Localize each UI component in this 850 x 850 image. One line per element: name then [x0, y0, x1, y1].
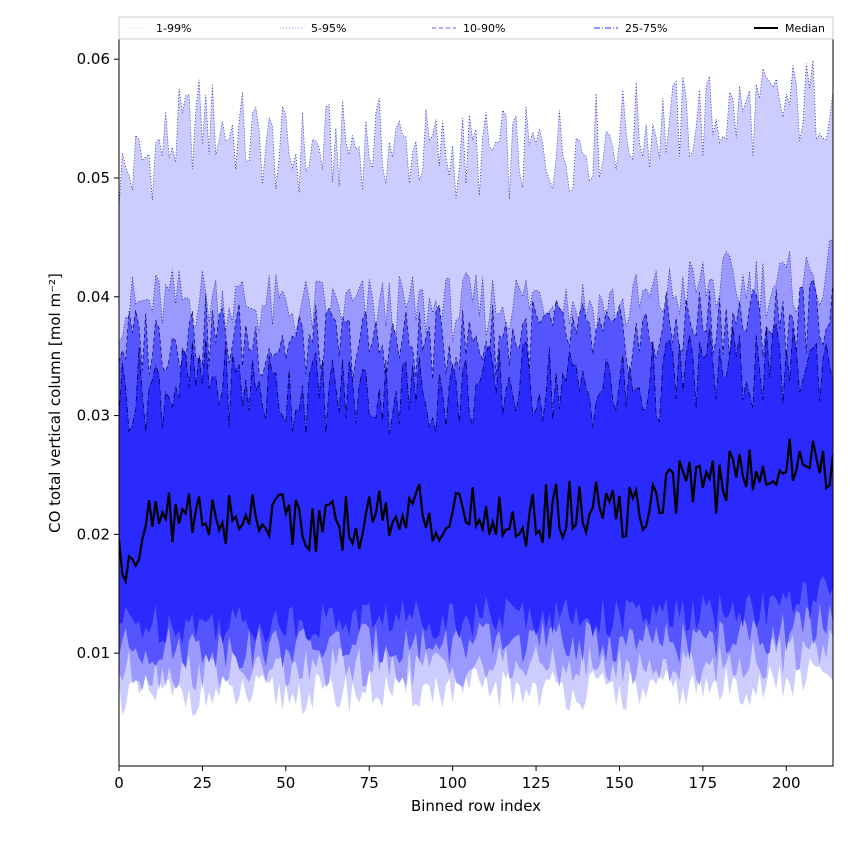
legend: 1-99% 5-95% 10-90% 25-75% Median	[118, 16, 834, 40]
legend-label: Median	[785, 22, 825, 35]
legend-box	[118, 16, 834, 40]
x-tick-label: 75	[360, 774, 379, 792]
x-tick-label: 0	[114, 774, 124, 792]
legend-label: 10-90%	[463, 22, 505, 35]
legend-label: 1-99%	[156, 22, 191, 35]
band-edge-5-95%	[119, 239, 833, 342]
y-axis-title: CO total vertical column [mol m⁻²]	[46, 273, 64, 533]
y-tick-label: 0.06	[77, 50, 110, 68]
plot-area	[118, 38, 834, 767]
x-tick-label: 200	[772, 774, 801, 792]
median-line	[119, 438, 833, 586]
legend-label: 5-95%	[311, 22, 346, 35]
x-tick-label: 100	[438, 774, 467, 792]
y-tick-label: 0.05	[77, 169, 110, 187]
y-tick-label: 0.04	[77, 288, 110, 306]
x-tick-label: 150	[605, 774, 634, 792]
x-tick-label: 125	[522, 774, 551, 792]
x-axis-ticks: 0 25 50 75 100 125 150 175 200	[114, 766, 801, 792]
legend-label: 25-75%	[625, 22, 667, 35]
band-25-75%	[119, 324, 833, 645]
bands-group	[119, 60, 833, 716]
x-tick-label: 50	[276, 774, 295, 792]
y-axis-ticks: 0.01 0.02 0.03 0.04 0.05 0.06	[77, 50, 119, 662]
x-axis-title: Binned row index	[411, 797, 541, 815]
y-tick-label: 0.02	[77, 525, 110, 543]
y-tick-label: 0.03	[77, 407, 110, 425]
x-tick-label: 175	[689, 774, 718, 792]
x-tick-label: 25	[193, 774, 212, 792]
band-edge-25-75%	[119, 323, 833, 435]
y-tick-label: 0.01	[77, 644, 110, 662]
